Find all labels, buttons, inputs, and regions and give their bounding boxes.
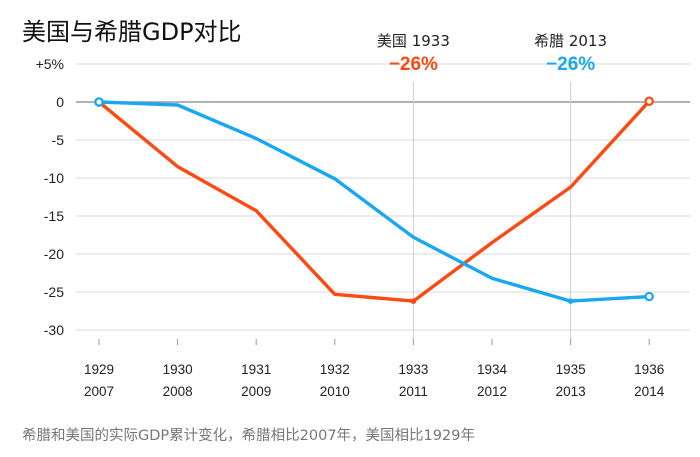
- x-tick-label-top: 1936: [634, 362, 664, 377]
- series-point-希腊-start: [94, 97, 104, 107]
- x-axis: 1929 2007 1930 2008 1931 2009 1932 2010 1933 2011…: [84, 339, 665, 399]
- annotations: 美国 1933 −26% 希腊 2013 −26%: [377, 32, 607, 75]
- x-tick-label-top: 1932: [320, 362, 350, 377]
- series-point-希腊-low: [567, 298, 574, 304]
- x-tick-label-top: 1929: [84, 362, 114, 377]
- y-tick-label: 0: [56, 94, 64, 110]
- series-layer: [94, 96, 654, 304]
- annotation-label: 希腊 2013: [534, 32, 607, 50]
- x-tick-label-bottom: 2008: [163, 384, 193, 399]
- x-tick-label-bottom: 2009: [241, 384, 271, 399]
- chart-caption: 希腊和美国的实际GDP累计变化，希腊相比2007年，美国相比1929年: [22, 427, 475, 444]
- x-tick-label-top: 1935: [556, 362, 586, 377]
- y-axis: +5% 0 -5 -10 -15 -20 -25 -30: [36, 56, 65, 338]
- series-point-希腊-end: [644, 291, 654, 302]
- x-tick-label-bottom: 2014: [634, 384, 665, 399]
- x-tick-label-top: 1933: [398, 362, 428, 377]
- x-tick-label-top: 1930: [163, 362, 193, 377]
- y-tick-label: +5%: [36, 56, 64, 72]
- x-tick-label-top: 1934: [477, 362, 508, 377]
- y-tick-label: -30: [44, 322, 64, 338]
- annotation-value: −26%: [546, 54, 595, 75]
- y-tick-label: -10: [44, 170, 64, 186]
- x-tick-label-bottom: 2010: [320, 384, 350, 399]
- x-tick-label-bottom: 2007: [84, 384, 114, 399]
- x-tick-label-bottom: 2012: [477, 384, 507, 399]
- annotation-label: 美国 1933: [377, 32, 450, 50]
- x-tick-label-bottom: 2013: [556, 384, 586, 399]
- x-tick-label-top: 1931: [241, 362, 271, 377]
- y-tick-label: -15: [44, 208, 64, 224]
- series-point-美国-low: [410, 298, 417, 304]
- chart-title: 美国与希腊GDP对比: [22, 18, 242, 46]
- series-point-美国-end: [644, 96, 654, 106]
- y-tick-label: -20: [44, 246, 64, 262]
- x-tick-label-bottom: 2011: [399, 384, 428, 399]
- series-line-美国: [97, 99, 651, 303]
- y-tick-label: -25: [44, 284, 64, 300]
- annotation-guides: [412, 82, 572, 340]
- y-tick-label: -5: [52, 132, 65, 148]
- series-line-希腊: [97, 100, 651, 303]
- annotation-value: −26%: [389, 54, 438, 75]
